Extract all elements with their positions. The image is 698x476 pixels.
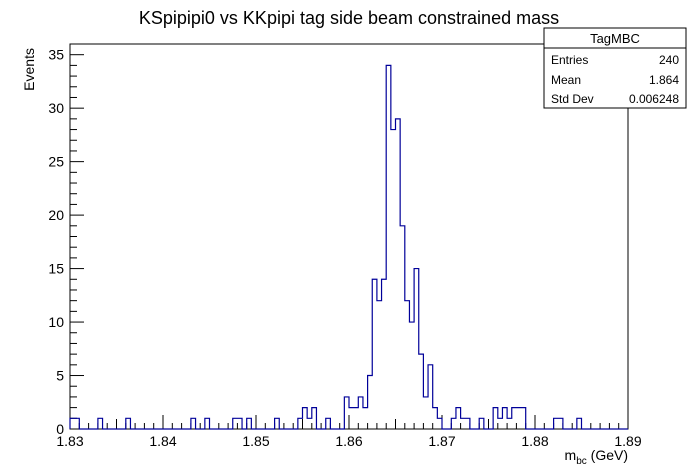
stats-entries-label: Entries xyxy=(551,53,588,67)
y-tick-label: 30 xyxy=(48,100,64,116)
y-tick-label: 10 xyxy=(48,314,64,330)
histogram-line xyxy=(69,64,628,430)
stats-box-title: TagMBC xyxy=(590,31,640,46)
stats-box: TagMBC Entries 240 Mean 1.864 Std Dev 0.… xyxy=(543,27,687,109)
x-tick-label: 1.86 xyxy=(335,433,362,449)
stats-entries-value: 240 xyxy=(659,53,679,67)
y-tick-label: 5 xyxy=(56,368,64,384)
x-axis-title-main: m xyxy=(565,447,577,463)
x-axis-title: mbc (GeV) xyxy=(565,447,628,467)
x-axis-title-unit: (GeV) xyxy=(587,447,628,463)
y-tick-label: 20 xyxy=(48,207,64,223)
y-tick-label: 0 xyxy=(56,421,64,437)
y-axis-title: Events xyxy=(21,48,37,91)
x-axis: 1.83 1.84 1.85 1.86 1.87 1.88 1.89 xyxy=(56,415,642,449)
stats-mean-label: Mean xyxy=(551,73,581,87)
chart-title: KSpipipi0 vs KKpipi tag side beam constr… xyxy=(139,8,559,28)
stats-mean-value: 1.864 xyxy=(649,73,679,87)
y-tick-label: 35 xyxy=(48,47,64,63)
x-tick-label: 1.84 xyxy=(149,433,176,449)
stats-box-frame xyxy=(543,27,687,109)
x-tick-label: 1.88 xyxy=(521,433,548,449)
stats-stddev-label: Std Dev xyxy=(551,92,594,106)
y-tick-label: 15 xyxy=(48,261,64,277)
x-tick-label: 1.87 xyxy=(428,433,455,449)
stats-stddev-value: 0.006248 xyxy=(629,92,679,106)
x-tick-label: 1.85 xyxy=(242,433,269,449)
y-axis: 0 5 10 15 20 25 30 35 xyxy=(48,43,84,437)
x-tick-label: 1.83 xyxy=(56,433,83,449)
y-tick-label: 25 xyxy=(48,154,64,170)
x-tick-label: 1.89 xyxy=(614,433,641,449)
x-axis-title-subscript: bc xyxy=(576,456,587,467)
